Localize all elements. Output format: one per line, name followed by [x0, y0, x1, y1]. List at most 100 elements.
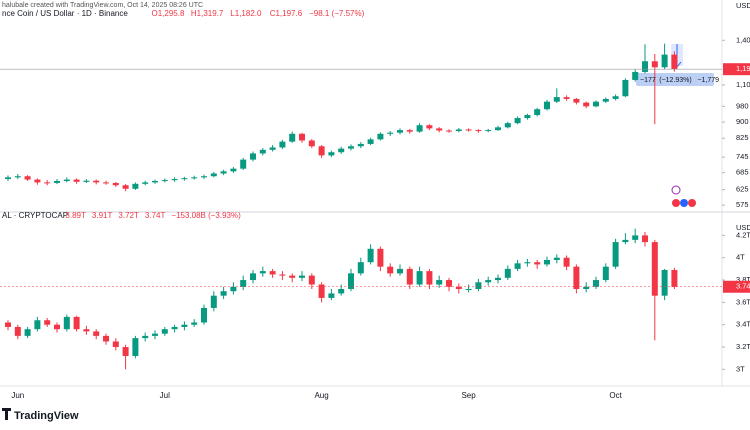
- brand-logo: [2, 408, 11, 420]
- event-icon[interactable]: [671, 185, 681, 195]
- candle-body: [210, 295, 217, 308]
- candle-body: [161, 180, 168, 182]
- candle-body: [142, 335, 149, 339]
- event-icon[interactable]: [688, 199, 696, 207]
- x-tick-label: Jul: [160, 391, 170, 400]
- candle-body: [289, 133, 296, 142]
- pane-title: AL · CRYPTOCAP: [2, 211, 68, 220]
- candle-body: [152, 333, 158, 336]
- ohlc-label: 3.72T: [118, 211, 139, 220]
- candle-body: [308, 140, 315, 147]
- candle-body: [642, 235, 648, 243]
- y-tick-label: 3.6T: [736, 297, 750, 306]
- candle-body: [201, 176, 207, 178]
- candle-body: [357, 262, 364, 274]
- candle-body: [602, 98, 609, 102]
- candle-body: [93, 180, 100, 183]
- candle-body: [230, 168, 237, 172]
- candle-body: [161, 329, 168, 334]
- candle-body: [573, 266, 580, 289]
- candle-body: [397, 268, 403, 274]
- candle-body: [661, 54, 668, 68]
- candle-body: [495, 277, 501, 281]
- candle-body: [416, 271, 423, 285]
- candle-body: [63, 316, 70, 330]
- candle-body: [622, 239, 629, 243]
- candle-body: [279, 274, 286, 276]
- candle-body: [524, 262, 531, 264]
- ohlc-label: H1,319.7: [191, 9, 224, 18]
- candle-body: [24, 329, 31, 336]
- candle-body: [171, 326, 178, 330]
- candle-body: [504, 123, 511, 128]
- candle-body: [14, 326, 21, 336]
- candle-body: [240, 159, 247, 169]
- candle-body: [446, 130, 452, 132]
- x-tick-label: Sep: [461, 391, 476, 400]
- candle-body: [201, 307, 207, 323]
- candle-body: [122, 185, 129, 189]
- candle-body: [377, 248, 384, 267]
- candle-body: [308, 275, 315, 285]
- candle-body: [671, 270, 678, 287]
- candle-body: [328, 152, 335, 156]
- candle-body: [622, 79, 629, 97]
- candle-body: [103, 182, 109, 184]
- event-icon[interactable]: [680, 199, 688, 207]
- candle-body: [475, 130, 482, 132]
- candle-body: [181, 178, 188, 180]
- candle-body: [455, 129, 462, 131]
- last-price-label: 3.74T: [736, 282, 750, 291]
- candle-body: [367, 248, 374, 263]
- candle-body: [485, 280, 492, 283]
- event-icon[interactable]: [672, 199, 680, 207]
- candle-body: [553, 97, 560, 102]
- candle-body: [406, 130, 413, 132]
- candle-body: [524, 115, 531, 119]
- last-price-badge: [723, 63, 750, 76]
- pane-title: nce Coin / US Dollar · 1D · Binance: [2, 9, 128, 18]
- candle-body: [436, 128, 443, 131]
- candle-body: [338, 148, 345, 153]
- candle-body: [318, 284, 325, 298]
- y-tick-label: 825: [736, 133, 749, 142]
- candle-body: [44, 320, 51, 325]
- candle-body: [73, 316, 80, 330]
- candle-body: [328, 293, 335, 298]
- candle-body: [661, 270, 668, 296]
- axis-unit: USD: [736, 1, 750, 10]
- candle-body: [485, 130, 492, 132]
- candle-body: [34, 320, 41, 330]
- candle-body: [152, 180, 158, 183]
- candle-body: [34, 179, 41, 183]
- candle-body: [318, 146, 325, 156]
- candle-body: [387, 266, 394, 274]
- candle-body: [54, 180, 60, 183]
- candle-body: [495, 127, 501, 131]
- measure-label: −177: [640, 77, 656, 84]
- candle-body: [406, 268, 413, 285]
- y-tick-label: 3.2T: [736, 342, 750, 351]
- candle-body: [632, 71, 639, 80]
- y-tick-label: 3T: [736, 364, 745, 373]
- candle-body: [348, 273, 354, 289]
- candle-body: [671, 54, 678, 70]
- y-tick-label: 900: [736, 117, 749, 126]
- last-price-badge: [723, 280, 750, 293]
- last-price-label: 1,19: [736, 64, 750, 73]
- candle-body: [593, 280, 599, 287]
- candle-body: [259, 271, 266, 274]
- candle-body: [544, 259, 550, 265]
- candle-body: [465, 129, 472, 131]
- candle-body: [534, 109, 541, 116]
- y-tick-label: 1,400: [736, 35, 750, 44]
- candle-body: [338, 288, 345, 294]
- candle-body: [367, 139, 374, 144]
- candle-body: [220, 291, 227, 296]
- candle-body: [397, 130, 403, 133]
- measure-box: [636, 73, 714, 86]
- candle-body: [63, 179, 70, 181]
- candle-body: [299, 133, 305, 141]
- candle-body: [563, 97, 570, 99]
